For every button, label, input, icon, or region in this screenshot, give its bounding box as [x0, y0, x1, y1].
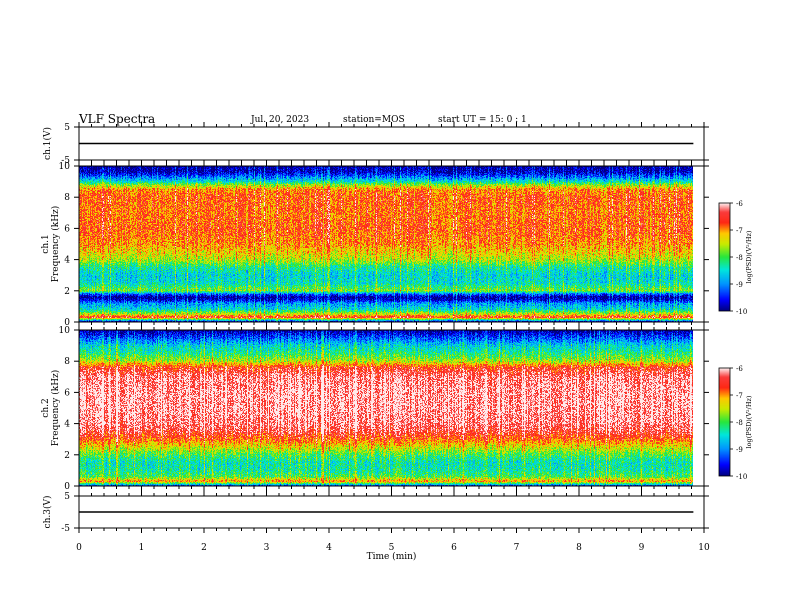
y-tick-label: 6	[64, 224, 70, 234]
date-label: Jul. 20, 2023	[251, 115, 310, 125]
ch1-colorbar-image	[719, 203, 730, 311]
y-tick-label: 6	[64, 388, 70, 398]
panel-frame-ch1-spectrogram	[78, 165, 705, 323]
chart-title: VLF Spectra	[79, 112, 156, 126]
y-axis-title: ch.2	[41, 398, 51, 417]
colorbar-tick-label: -6	[736, 200, 743, 208]
colorbar-tick-label: -7	[736, 392, 743, 400]
x-tick-label: 2	[201, 543, 207, 553]
colorbar-tick-label: -9	[736, 446, 743, 454]
x-tick-label: 8	[576, 543, 582, 553]
x-tick-label: 3	[264, 543, 270, 553]
ch2-colorbar-image	[719, 368, 730, 476]
ch2-spectrogram-image	[79, 330, 704, 486]
y-tick-label: 0	[64, 482, 70, 492]
y-tick-label: 10	[59, 326, 71, 336]
x-tick-label: 10	[698, 543, 710, 553]
colorbar-frame	[718, 202, 731, 312]
y-tick-label: 5	[64, 492, 70, 502]
y-tick-label: -5	[61, 156, 70, 166]
x-tick-label: 4	[326, 543, 332, 553]
y-axis-subtitle: Frequency (kHz)	[50, 370, 61, 447]
y-axis-title: ch.3(V)	[42, 496, 53, 529]
x-tick-label: 7	[514, 543, 520, 553]
y-tick-label: 2	[64, 287, 70, 297]
y-tick-label: 0	[64, 318, 70, 328]
x-axis-title: Time (min)	[367, 551, 417, 562]
y-tick-label: 4	[64, 420, 70, 430]
y-tick-label: 8	[64, 357, 70, 367]
y-axis-title: ch.1	[41, 234, 51, 253]
colorbar-tick-label: -10	[736, 308, 747, 316]
colorbar-tick-label: -6	[736, 365, 743, 373]
panel-frame-ch2-spectrogram	[78, 329, 705, 487]
y-tick-label: -5	[61, 524, 70, 534]
x-tick-label: 0	[76, 543, 82, 553]
colorbar-tick-label: -8	[736, 419, 743, 427]
station-label: station=MOS	[343, 115, 405, 125]
colorbar-label: log(PSD)(V²/Hz)	[745, 230, 753, 283]
y-axis-subtitle: Frequency (kHz)	[50, 206, 61, 283]
y-tick-label: 8	[64, 193, 70, 203]
colorbar-tick-label: -8	[736, 254, 743, 262]
start-time-label: start UT = 15: 0 : 1	[438, 115, 527, 125]
y-tick-label: 10	[59, 162, 71, 172]
y-tick-label: 5	[64, 123, 70, 133]
x-tick-label: 6	[451, 543, 457, 553]
colorbar-tick-label: -7	[736, 227, 743, 235]
x-tick-label: 1	[139, 543, 145, 553]
y-tick-label: 4	[64, 256, 70, 266]
x-tick-label: 5	[389, 543, 395, 553]
colorbar-tick-label: -9	[736, 281, 743, 289]
colorbar-label: log(PSD)(V²/Hz)	[745, 395, 753, 448]
colorbar-tick-label: -10	[736, 473, 747, 481]
colorbar-frame	[718, 367, 731, 477]
y-tick-label: 2	[64, 451, 70, 461]
ch1-spectrogram-image	[79, 166, 704, 322]
y-axis-title: ch.1(V)	[42, 127, 53, 160]
x-tick-label: 9	[639, 543, 645, 553]
